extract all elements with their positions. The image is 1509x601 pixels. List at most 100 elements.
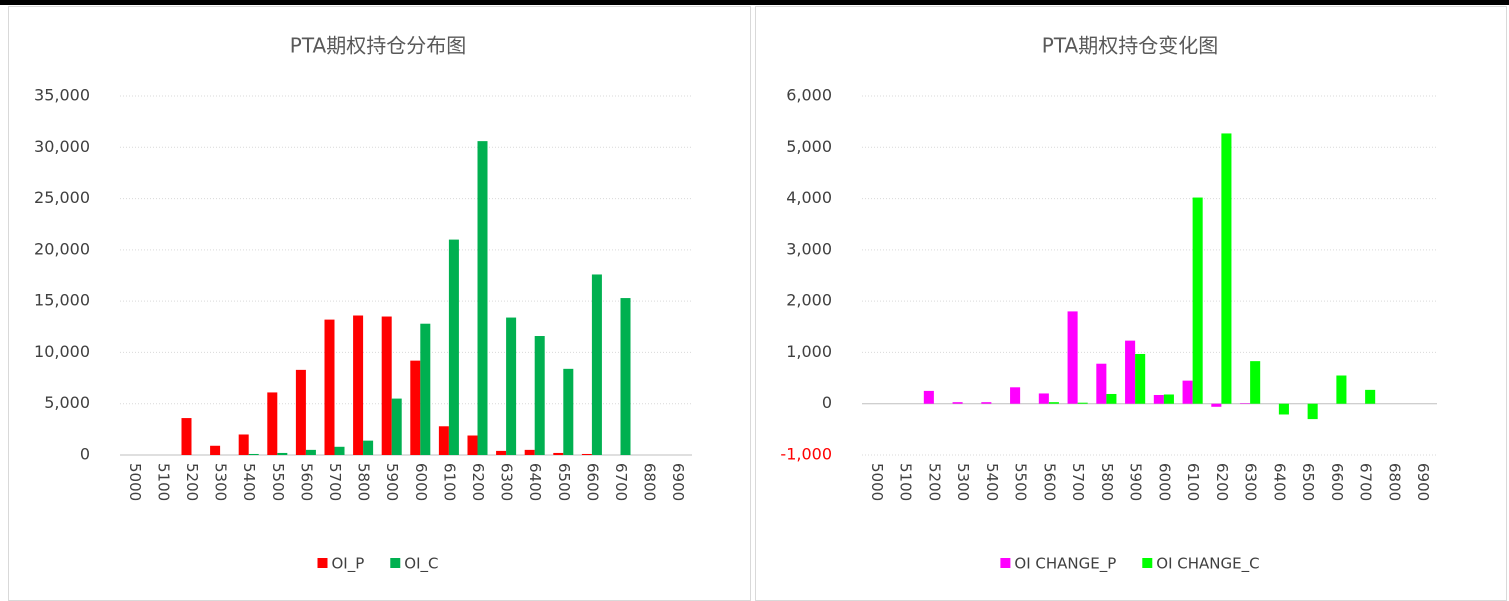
bar [363, 440, 374, 455]
bar [496, 450, 507, 455]
x-tick-label: 6100 [440, 463, 458, 501]
x-tick-label: 5200 [925, 463, 943, 501]
x-tick-label: 5000 [868, 463, 886, 501]
bar [334, 446, 345, 455]
bar [1182, 380, 1193, 404]
x-tick-label: 6300 [1242, 463, 1260, 501]
x-tick-label: 6900 [1414, 463, 1432, 501]
y-tick-label: 5,000 [786, 137, 832, 156]
y-tick-label: 0 [80, 445, 90, 464]
x-tick-label: 6400 [526, 463, 544, 501]
x-tick-label: 5500 [269, 463, 287, 501]
bar [534, 336, 545, 455]
bar [210, 445, 221, 455]
bar [1038, 393, 1049, 404]
bar [581, 453, 592, 455]
bar [448, 239, 459, 455]
bar [524, 449, 535, 455]
bar [477, 141, 488, 456]
y-tick-label: 25,000 [34, 188, 90, 207]
y-tick-label: 2,000 [786, 291, 832, 310]
bar [238, 434, 249, 455]
bar [1010, 387, 1021, 404]
y-tick-label: 4,000 [786, 188, 832, 207]
bar [1221, 133, 1232, 404]
x-tick-label: 5300 [954, 463, 972, 501]
y-tick-label: 35,000 [34, 86, 90, 105]
x-tick-label: 6200 [1213, 463, 1231, 501]
y-tick-label: 1,000 [786, 342, 832, 361]
bar [1048, 402, 1059, 404]
bar [295, 369, 306, 455]
bar [1125, 340, 1136, 404]
bar [1106, 393, 1117, 404]
legend-swatch [1000, 558, 1011, 568]
x-tick-label: 5100 [154, 463, 172, 501]
y-tick-label: 5,000 [44, 393, 90, 412]
bar [305, 449, 316, 455]
bar [353, 315, 364, 455]
y-tick-label: 6,000 [786, 86, 832, 105]
bar [267, 392, 278, 455]
y-tick-label: 3,000 [786, 239, 832, 258]
y-tick-label: 15,000 [34, 291, 90, 310]
bar [1135, 353, 1146, 404]
legend-swatch [390, 558, 401, 568]
x-tick-label: 5300 [212, 463, 230, 501]
x-tick-label: 5000 [126, 463, 144, 501]
bar [952, 402, 963, 404]
x-tick-label: 5700 [326, 463, 344, 501]
bar [1211, 403, 1222, 407]
x-tick-label: 5800 [1098, 463, 1116, 501]
legend-label: OI CHANGE_C [1156, 555, 1259, 574]
bar [1067, 311, 1078, 404]
bar [563, 368, 574, 455]
legend-swatch [1142, 558, 1153, 568]
bar [923, 390, 934, 404]
legend-label: OI_C [404, 555, 438, 574]
x-tick-label: 6800 [1385, 463, 1403, 501]
y-tick-label: -1,000 [780, 445, 832, 464]
bar [1278, 403, 1289, 415]
x-tick-label: 5800 [355, 463, 373, 501]
x-tick-label: 5700 [1069, 463, 1087, 501]
legend-swatch [317, 558, 328, 568]
bar [181, 418, 192, 455]
x-tick-label: 6800 [641, 463, 659, 501]
bar [553, 452, 564, 455]
x-tick-label: 6000 [1155, 463, 1173, 501]
y-tick-label: 10,000 [34, 342, 90, 361]
bar [438, 426, 449, 455]
x-tick-label: 6500 [555, 463, 573, 501]
x-tick-label: 5400 [240, 463, 258, 501]
bar [391, 398, 402, 455]
x-tick-label: 6700 [612, 463, 630, 501]
bar [1192, 197, 1203, 404]
bar [591, 274, 602, 455]
x-tick-label: 5500 [1012, 463, 1030, 501]
bar [620, 298, 631, 455]
x-tick-label: 6900 [669, 463, 687, 501]
x-tick-label: 6600 [1328, 463, 1346, 501]
x-tick-label: 5600 [297, 463, 315, 501]
x-tick-label: 6500 [1299, 463, 1317, 501]
bar [324, 319, 335, 455]
y-tick-label: 0 [822, 393, 832, 412]
x-tick-label: 5900 [383, 463, 401, 501]
bar [410, 360, 421, 455]
bar [1077, 402, 1088, 404]
panel [755, 6, 1507, 601]
x-tick-label: 6200 [469, 463, 487, 501]
x-tick-label: 5900 [1127, 463, 1145, 501]
x-tick-label: 6600 [583, 463, 601, 501]
x-tick-label: 5100 [897, 463, 915, 501]
bar [1163, 394, 1174, 404]
chart-title: PTA期权持仓变化图 [1042, 34, 1218, 58]
bar [1307, 403, 1318, 420]
top-border [0, 0, 1509, 5]
bar [277, 452, 288, 455]
legend-label: OI CHANGE_P [1014, 555, 1116, 574]
bar [381, 316, 392, 455]
legend-label: OI_P [332, 555, 365, 574]
x-tick-label: 5600 [1040, 463, 1058, 501]
